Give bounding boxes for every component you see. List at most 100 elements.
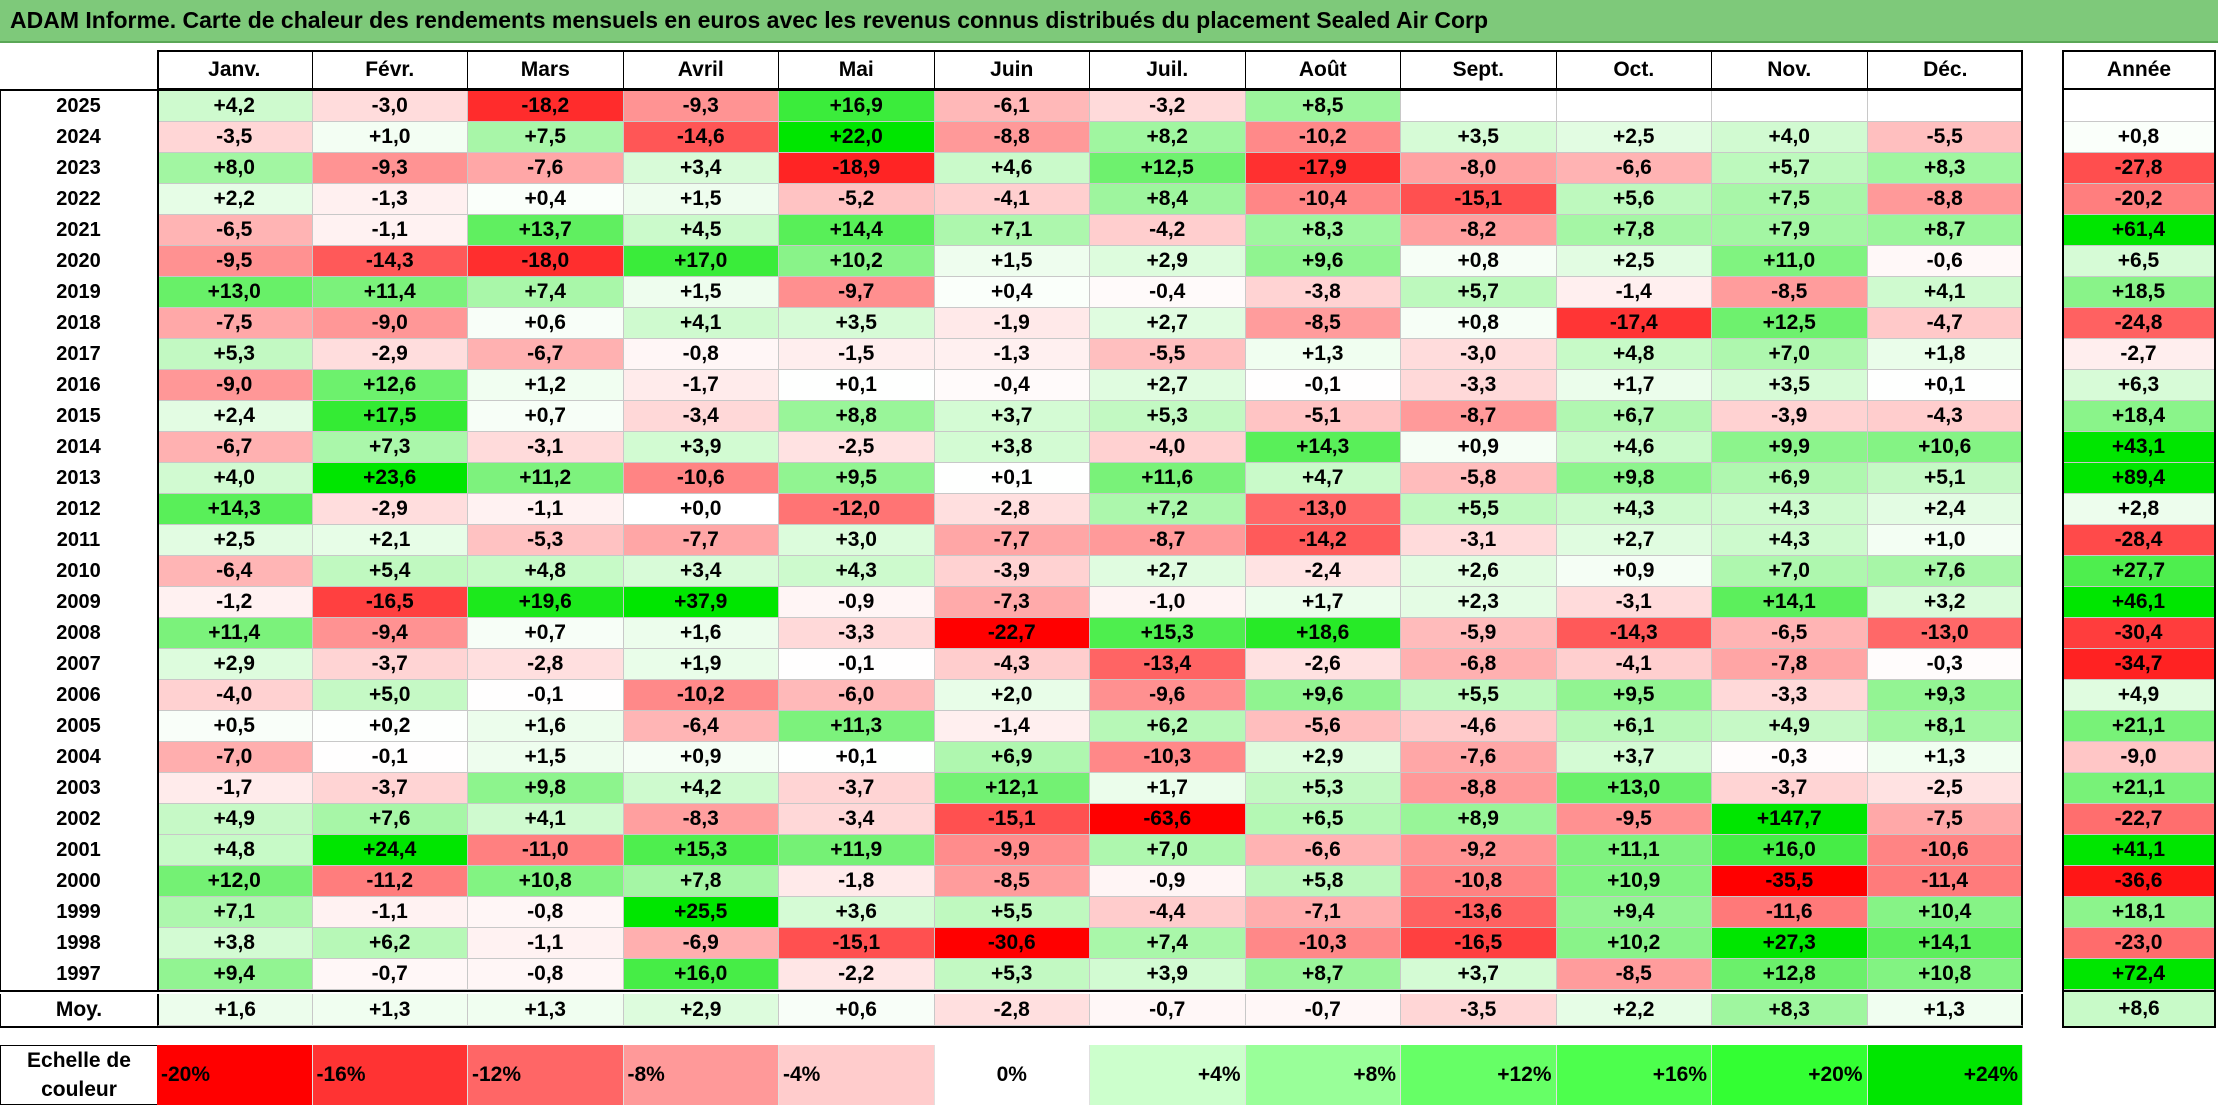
heatmap-cell: -8,5 — [1712, 277, 1868, 308]
heatmap-cell: -6,5 — [1712, 618, 1868, 649]
heatmap-cell: -7,3 — [934, 587, 1090, 618]
annual-cell: -23,0 — [2062, 928, 2216, 959]
month-header: Janv. — [157, 50, 313, 90]
row-year-label: 2017 — [56, 343, 101, 365]
heatmap-cell: +12,0 — [157, 866, 313, 897]
heatmap-cell — [1556, 91, 1712, 122]
heatmap-cell: +9,5 — [779, 463, 935, 494]
heatmap-cell: -7,7 — [623, 525, 779, 556]
heatmap-cell: +12,5 — [1090, 153, 1246, 184]
color-scale-step: -8% — [623, 1045, 779, 1105]
heatmap-cell: +0,0 — [623, 494, 779, 525]
heatmap-cell: -5,8 — [1401, 463, 1557, 494]
heatmap-cell: +4,8 — [468, 556, 624, 587]
heatmap-cell — [1401, 91, 1557, 122]
heatmap-cell: +5,7 — [1712, 153, 1868, 184]
heatmap-cell: +14,4 — [779, 215, 935, 246]
heatmap-cell: +7,3 — [312, 432, 468, 463]
average-cell: -0,7 — [1245, 994, 1401, 1026]
row-year-label: 2014 — [56, 436, 101, 458]
heatmap-cell: -1,1 — [468, 494, 624, 525]
heatmap-cell: -7,6 — [468, 153, 624, 184]
heatmap-cell: +5,7 — [1401, 277, 1557, 308]
heatmap-cell: +11,1 — [1556, 835, 1712, 866]
annual-cell: -24,8 — [2062, 308, 2216, 339]
heatmap-cell: -3,0 — [312, 91, 468, 122]
heatmap-cell: -0,6 — [1867, 246, 2023, 277]
heatmap-cell: +4,1 — [1867, 277, 2023, 308]
heatmap-cell: +23,6 — [312, 463, 468, 494]
heatmap-cell: +4,0 — [1712, 122, 1868, 153]
heatmap-cell: -8,3 — [623, 804, 779, 835]
heatmap-cell: +2,7 — [1090, 308, 1246, 339]
row-year-label: 2001 — [56, 839, 101, 861]
heatmap-cell: +1,7 — [1556, 370, 1712, 401]
heatmap-cell: +1,9 — [623, 649, 779, 680]
heatmap-cell: -0,3 — [1712, 742, 1868, 773]
heatmap-cell: +7,4 — [1090, 928, 1246, 959]
heatmap-cell: +2,7 — [1090, 370, 1246, 401]
heatmap-cell: +1,6 — [468, 711, 624, 742]
heatmap-cell: -3,2 — [1090, 91, 1246, 122]
heatmap-cell: -10,4 — [1245, 184, 1401, 215]
heatmap-cell: +4,9 — [1712, 711, 1868, 742]
heatmap-cell: -1,3 — [312, 184, 468, 215]
heatmap-cell: +3,9 — [1090, 959, 1246, 990]
heatmap-cell: +7,4 — [468, 277, 624, 308]
heatmap-cell: +12,6 — [312, 370, 468, 401]
heatmap-cell: -6,4 — [157, 556, 313, 587]
heatmap-cell: +6,2 — [1090, 711, 1246, 742]
heatmap-cell: -1,7 — [623, 370, 779, 401]
heatmap-cell: -9,5 — [157, 246, 313, 277]
heatmap-cell: +4,6 — [1556, 432, 1712, 463]
heatmap-cell: +5,3 — [934, 959, 1090, 990]
heatmap-cell: +3,7 — [934, 401, 1090, 432]
row-year-label: 2015 — [56, 405, 101, 427]
heatmap-cell: -7,0 — [157, 742, 313, 773]
average-row-label: Moy. — [0, 994, 157, 1026]
heatmap-cell: +0,4 — [468, 184, 624, 215]
heatmap-cell: -0,9 — [1090, 866, 1246, 897]
annual-cell: +2,8 — [2062, 494, 2216, 525]
heatmap-cell: -0,3 — [1867, 649, 2023, 680]
heatmap-cell: +0,8 — [1401, 308, 1557, 339]
heatmap-cell: +2,9 — [157, 649, 313, 680]
heatmap-cell — [1867, 91, 2023, 122]
heatmap-cell: +8,4 — [1090, 184, 1246, 215]
heatmap-cell: -11,4 — [1867, 866, 2023, 897]
heatmap-cell: +2,3 — [1401, 587, 1557, 618]
heatmap-cell: -8,8 — [934, 122, 1090, 153]
heatmap-cell: -0,8 — [623, 339, 779, 370]
color-scale-label-line2: couleur — [41, 1078, 117, 1101]
heatmap-cell: +16,9 — [779, 91, 935, 122]
row-year-label: 2022 — [56, 188, 101, 210]
row-year-label: 2006 — [56, 684, 101, 706]
row-year-label: 1997 — [56, 963, 101, 985]
annual-header: Année — [2062, 50, 2216, 90]
heatmap-cell: -9,0 — [157, 370, 313, 401]
heatmap-cell: +0,1 — [934, 463, 1090, 494]
heatmap-cell: -9,7 — [779, 277, 935, 308]
heatmap-cell: +6,7 — [1556, 401, 1712, 432]
annual-cell: +6,3 — [2062, 370, 2216, 401]
heatmap-cell: +8,9 — [1401, 804, 1557, 835]
heatmap-cell: -15,1 — [1401, 184, 1557, 215]
heatmap-cell: -1,1 — [312, 897, 468, 928]
heatmap-cell: -2,2 — [779, 959, 935, 990]
heatmap-cell: +12,1 — [934, 773, 1090, 804]
row-year-label: 2016 — [56, 374, 101, 396]
heatmap-cell: -30,6 — [934, 928, 1090, 959]
heatmap-cell: -6,9 — [623, 928, 779, 959]
heatmap-cell: -9,3 — [312, 153, 468, 184]
heatmap-cell: -3,9 — [934, 556, 1090, 587]
heatmap-cell: +9,8 — [468, 773, 624, 804]
heatmap-cell — [1712, 91, 1868, 122]
heatmap-cell: -1,0 — [1090, 587, 1246, 618]
heatmap-cell: -6,7 — [157, 432, 313, 463]
heatmap-cell: +10,8 — [468, 866, 624, 897]
heatmap-cell: -6,1 — [934, 91, 1090, 122]
annual-cell: -22,7 — [2062, 804, 2216, 835]
heatmap-cell: -1,2 — [157, 587, 313, 618]
average-cell: +1,6 — [157, 994, 313, 1026]
heatmap-cell: +1,3 — [1245, 339, 1401, 370]
